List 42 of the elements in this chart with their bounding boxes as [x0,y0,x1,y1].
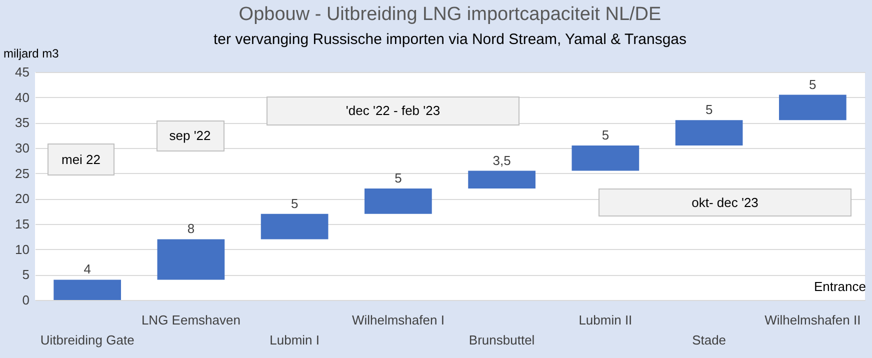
bar [364,188,432,214]
x-tick-label: Lubmin II [578,312,632,328]
bar [468,170,536,189]
y-tick-label: 40 [15,90,30,105]
x-tick-label: Brunsbuttel [468,332,535,348]
bar [572,145,640,171]
y-tick-label: 45 [15,64,30,80]
chart-subtitle: ter vervanging Russische importen via Nord Stream, Yamal & Transgas [214,31,686,48]
x-tick-label: Uitbreiding Gate [40,332,134,348]
y-tick-label: 30 [15,140,30,156]
data-label: 5 [809,76,816,92]
x-tick-label: Wilhelmshafen I [352,312,444,328]
x-tick-label: Stade [692,332,726,348]
y-tick-label: 15 [15,216,30,232]
x-tick-label: LNG Eemshaven [141,312,240,328]
annotation: 'dec '22 - feb '23 [346,103,440,118]
bar [260,214,328,240]
x-tick-label: Lubmin I [270,332,320,348]
bar [675,120,743,146]
data-label: 5 [290,196,298,211]
y-tick-label: 5 [22,267,30,282]
bar [54,280,122,300]
y-axis-title: miljard m3 [4,46,60,60]
annotation: mei 22 [61,152,101,167]
data-label: 5 [705,102,713,118]
chart-title: Opbouw - Uitbreiding LNG importcapaciteit NL/DE [238,4,662,25]
bar [157,239,225,280]
annotation: Entrance [814,279,866,294]
y-tick-label: 25 [15,166,30,181]
x-tick-label: Wilhelmshafen II [764,312,861,328]
annotation: sep '22 [169,128,211,143]
data-label: 8 [187,221,195,236]
data-label: 4 [84,262,91,277]
y-tick-label: 35 [15,115,30,130]
data-label: 3,5 [492,152,511,168]
y-tick-label: 0 [22,292,30,308]
bar [778,94,846,120]
annotation: okt- dec '23 [692,195,758,210]
y-tick-label: 20 [15,191,30,206]
data-label: 5 [394,170,402,186]
y-tick-label: 10 [15,242,30,257]
data-label: 5 [602,127,610,142]
